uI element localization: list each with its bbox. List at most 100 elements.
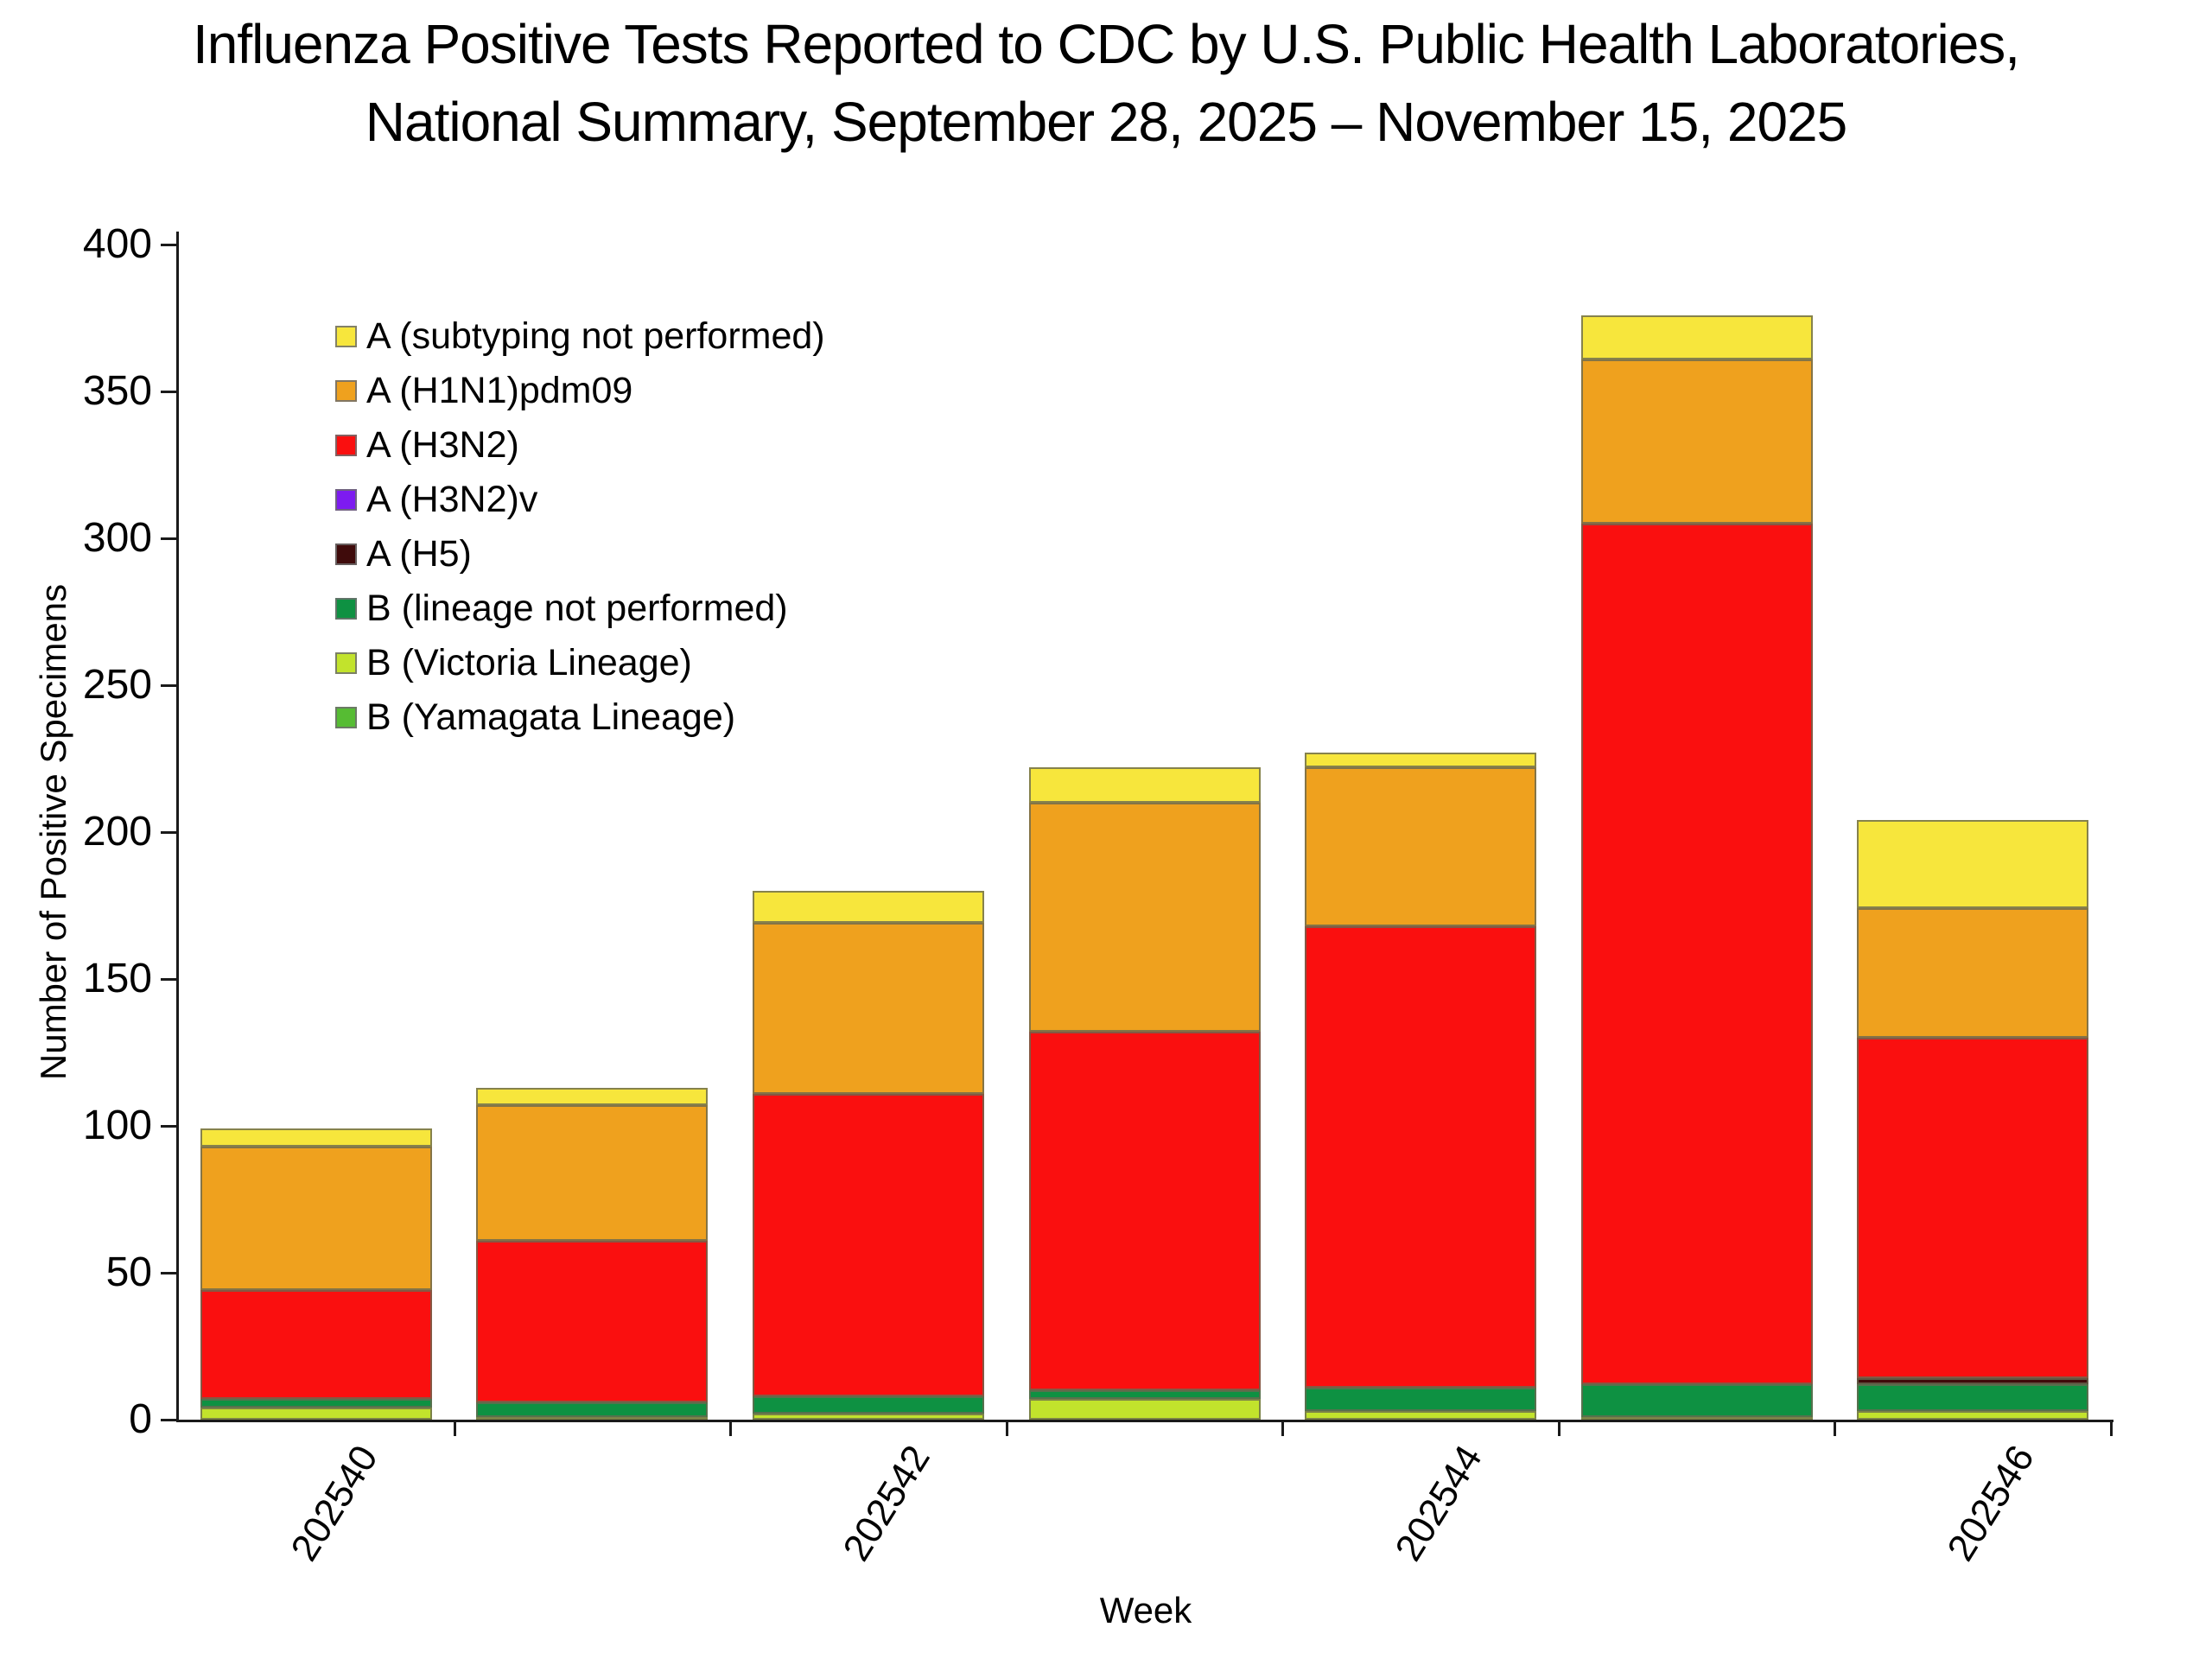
- legend-item: B (Yamagata Lineage): [335, 690, 825, 745]
- bar-segment: [1857, 820, 2089, 909]
- y-tick: [161, 978, 178, 981]
- legend-item: A (H1N1)pdm09: [335, 364, 825, 418]
- bar-segment: [752, 923, 984, 1094]
- bar-segment: [1028, 767, 1261, 804]
- bar-202543: [1028, 767, 1261, 1420]
- bar-segment: [1857, 1410, 2089, 1420]
- bar-segment: [476, 1105, 709, 1241]
- bar-segment: [200, 1146, 432, 1291]
- legend-item: B (Victoria Lineage): [335, 636, 825, 690]
- y-tick-label: 250: [82, 662, 152, 708]
- chart-title-line1: Influenza Positive Tests Reported to CDC…: [192, 13, 2020, 75]
- bar-segment: [476, 1416, 709, 1420]
- legend-label: B (lineage not performed): [366, 588, 788, 629]
- legend-swatch: [335, 652, 357, 674]
- bar-segment: [200, 1408, 432, 1420]
- y-axis-line: [176, 232, 179, 1422]
- bar-202545: [1580, 315, 1813, 1420]
- bar-segment: [476, 1087, 709, 1106]
- chart-title: Influenza Positive Tests Reported to CDC…: [0, 5, 2212, 161]
- legend-item: B (lineage not performed): [335, 582, 825, 636]
- bar-segment: [1580, 524, 1813, 1385]
- bar-segment: [1857, 1038, 2089, 1379]
- y-tick: [161, 1125, 178, 1128]
- bar-202544: [1305, 753, 1537, 1420]
- chart-title-line2: National Summary, September 28, 2025 – N…: [365, 91, 1847, 153]
- bar-segment: [200, 1399, 432, 1408]
- bar-segment: [200, 1128, 432, 1147]
- bar-segment: [752, 1414, 984, 1420]
- legend-swatch: [335, 543, 357, 565]
- bar-segment: [1028, 1032, 1261, 1391]
- legend-item: A (H5): [335, 527, 825, 582]
- bar-segment: [1305, 1410, 1537, 1420]
- bar-segment: [1028, 803, 1261, 1033]
- y-tick: [161, 1272, 178, 1274]
- x-axis-title: Week: [1099, 1590, 1192, 1630]
- legend-label: A (H3N2): [366, 424, 519, 466]
- legend-label: A (subtyping not performed): [366, 315, 825, 357]
- legend-swatch: [335, 598, 357, 620]
- y-tick-label: 200: [82, 809, 152, 855]
- y-tick: [161, 244, 178, 246]
- y-tick-label: 150: [82, 956, 152, 1001]
- bar-segment: [1028, 1390, 1261, 1400]
- legend-item: A (H3N2)v: [335, 473, 825, 527]
- y-tick: [161, 831, 178, 834]
- legend-item: A (H3N2): [335, 418, 825, 473]
- y-tick-label: 0: [129, 1396, 152, 1442]
- y-tick-label: 350: [82, 368, 152, 414]
- bar-segment: [752, 1093, 984, 1396]
- legend-swatch: [335, 435, 357, 456]
- bar-segment: [200, 1290, 432, 1400]
- legend-label: A (H1N1)pdm09: [366, 370, 633, 411]
- legend-swatch: [335, 380, 357, 402]
- bar-202542: [752, 891, 984, 1420]
- y-tick: [161, 684, 178, 687]
- x-tick: [729, 1422, 733, 1436]
- legend-swatch: [335, 489, 357, 511]
- bar-segment: [752, 1395, 984, 1414]
- x-axis-line: [176, 1420, 2113, 1422]
- legend-label: A (H5): [366, 533, 472, 575]
- legend-swatch: [335, 326, 357, 347]
- bar-segment: [1305, 753, 1537, 768]
- bar-segment: [1857, 1378, 2089, 1385]
- y-tick: [161, 537, 178, 540]
- legend-item: A (subtyping not performed): [335, 309, 825, 364]
- x-tick: [1281, 1422, 1285, 1436]
- legend-label: B (Yamagata Lineage): [366, 696, 736, 738]
- bar-segment: [1580, 359, 1813, 524]
- y-tick-label: 50: [105, 1249, 152, 1295]
- x-tick-label: 202546: [1939, 1438, 2044, 1568]
- bar-segment: [1580, 315, 1813, 359]
- x-tick: [453, 1422, 456, 1436]
- y-tick: [161, 1419, 178, 1421]
- x-tick: [1557, 1422, 1560, 1436]
- bar-segment: [752, 891, 984, 924]
- bar-segment: [1857, 908, 2089, 1039]
- x-tick-label: 202542: [835, 1438, 938, 1568]
- y-tick-label: 100: [82, 1103, 152, 1148]
- bar-segment: [1028, 1399, 1261, 1420]
- y-tick-label: 400: [82, 221, 152, 267]
- bar-segment: [1305, 767, 1537, 926]
- bar-202546: [1857, 820, 2089, 1420]
- legend-label: A (H3N2)v: [366, 479, 538, 520]
- legend: A (subtyping not performed) A (H1N1)pdm09…: [335, 309, 825, 745]
- x-tick: [2110, 1422, 2113, 1436]
- bar-202540: [200, 1128, 432, 1420]
- x-tick-label: 202540: [283, 1438, 386, 1568]
- x-tick: [1005, 1422, 1008, 1436]
- bar-segment: [1305, 1387, 1537, 1411]
- x-tick: [1834, 1422, 1837, 1436]
- bar-segment: [476, 1240, 709, 1402]
- bar-202541: [476, 1087, 709, 1420]
- bar-segment: [476, 1402, 709, 1417]
- bar-segment: [1305, 925, 1537, 1388]
- x-tick-label: 202544: [1387, 1438, 1491, 1568]
- legend-label: B (Victoria Lineage): [366, 642, 692, 683]
- legend-swatch: [335, 707, 357, 728]
- bar-segment: [1580, 1384, 1813, 1417]
